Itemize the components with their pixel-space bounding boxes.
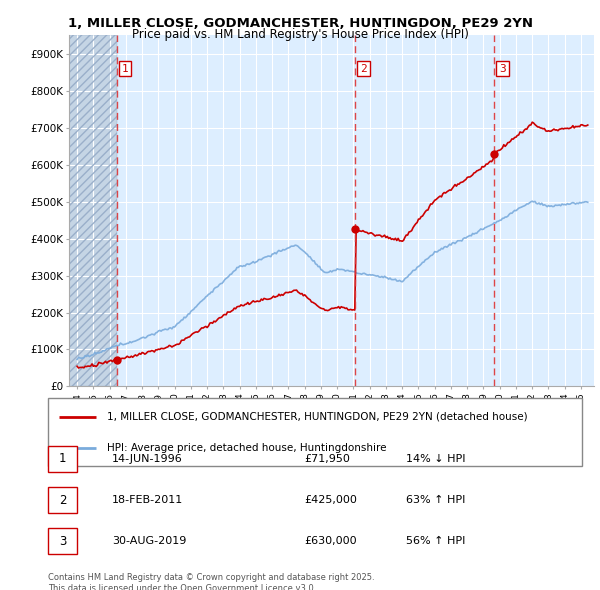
- Text: 1: 1: [122, 64, 128, 74]
- Text: 18-FEB-2011: 18-FEB-2011: [112, 495, 184, 505]
- Text: 1, MILLER CLOSE, GODMANCHESTER, HUNTINGDON, PE29 2YN (detached house): 1, MILLER CLOSE, GODMANCHESTER, HUNTINGD…: [107, 412, 527, 422]
- Text: HPI: Average price, detached house, Huntingdonshire: HPI: Average price, detached house, Hunt…: [107, 442, 386, 453]
- Text: 1, MILLER CLOSE, GODMANCHESTER, HUNTINGDON, PE29 2YN: 1, MILLER CLOSE, GODMANCHESTER, HUNTINGD…: [67, 17, 533, 30]
- Text: £425,000: £425,000: [304, 495, 357, 505]
- Text: 1: 1: [59, 452, 66, 466]
- Text: 56% ↑ HPI: 56% ↑ HPI: [406, 536, 465, 546]
- Text: 3: 3: [499, 64, 506, 74]
- FancyBboxPatch shape: [48, 529, 77, 555]
- Bar: [69, 35, 117, 386]
- FancyBboxPatch shape: [48, 398, 582, 466]
- Text: Price paid vs. HM Land Registry's House Price Index (HPI): Price paid vs. HM Land Registry's House …: [131, 28, 469, 41]
- Text: £71,950: £71,950: [304, 454, 350, 464]
- Text: 2: 2: [360, 64, 367, 74]
- Text: 3: 3: [59, 535, 66, 548]
- Text: Contains HM Land Registry data © Crown copyright and database right 2025.
This d: Contains HM Land Registry data © Crown c…: [48, 573, 374, 590]
- FancyBboxPatch shape: [48, 487, 77, 513]
- Text: £630,000: £630,000: [304, 536, 357, 546]
- Text: 14-JUN-1996: 14-JUN-1996: [112, 454, 183, 464]
- Bar: [69, 35, 117, 386]
- Text: 2: 2: [59, 493, 66, 507]
- Text: 14% ↓ HPI: 14% ↓ HPI: [406, 454, 465, 464]
- FancyBboxPatch shape: [48, 446, 77, 472]
- Text: 30-AUG-2019: 30-AUG-2019: [112, 536, 187, 546]
- Text: 63% ↑ HPI: 63% ↑ HPI: [406, 495, 465, 505]
